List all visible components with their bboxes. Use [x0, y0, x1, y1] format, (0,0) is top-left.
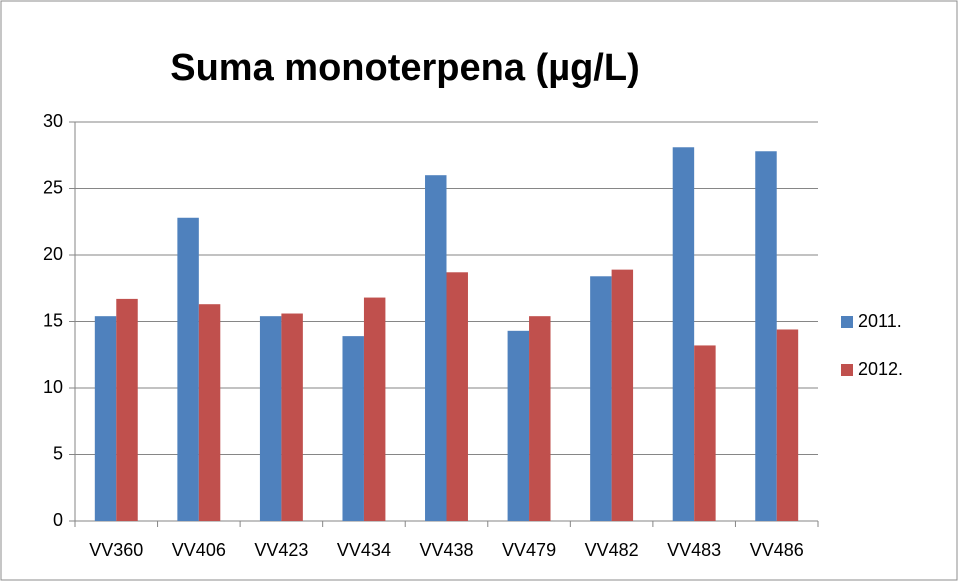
bar: [363, 297, 386, 521]
x-tick-label: VV486: [750, 540, 804, 560]
bar: [342, 336, 364, 521]
legend-swatch: [841, 316, 853, 328]
chart-title: Suma monoterpena (µg/L): [170, 47, 639, 89]
bar: [116, 298, 138, 521]
bar: [755, 151, 777, 521]
bar: [694, 345, 716, 521]
x-tick-label: VV423: [254, 540, 308, 560]
x-tick-label: VV483: [667, 540, 721, 560]
legend-label: 2011.: [858, 311, 902, 331]
bar: [529, 316, 551, 521]
bar: [672, 147, 695, 521]
bar: [94, 316, 117, 521]
x-tick-label: VV482: [585, 540, 639, 560]
x-tick-label: VV434: [337, 540, 391, 560]
bar: [446, 272, 468, 521]
x-tick-label: VV406: [172, 540, 226, 560]
legend-label: 2012.: [858, 359, 903, 379]
y-tick-label: 15: [43, 310, 63, 330]
y-tick-label: 0: [53, 510, 63, 530]
y-tick-label: 5: [53, 443, 63, 463]
bar: [259, 316, 282, 521]
bar: [590, 276, 612, 521]
bar: [177, 217, 199, 521]
bar: [507, 330, 530, 521]
y-tick-label: 25: [43, 177, 63, 197]
bar: [281, 313, 303, 521]
y-tick-label: 20: [43, 244, 63, 264]
x-tick-label: VV360: [89, 540, 143, 560]
bar: [776, 329, 799, 521]
x-tick-label: VV438: [419, 540, 473, 560]
bar: [198, 304, 221, 521]
y-tick-label: 30: [43, 111, 63, 131]
legend-swatch: [841, 364, 853, 376]
bar: [425, 175, 447, 521]
x-tick-label: VV479: [502, 540, 556, 560]
bar: [611, 269, 634, 521]
y-tick-label: 10: [43, 377, 63, 397]
